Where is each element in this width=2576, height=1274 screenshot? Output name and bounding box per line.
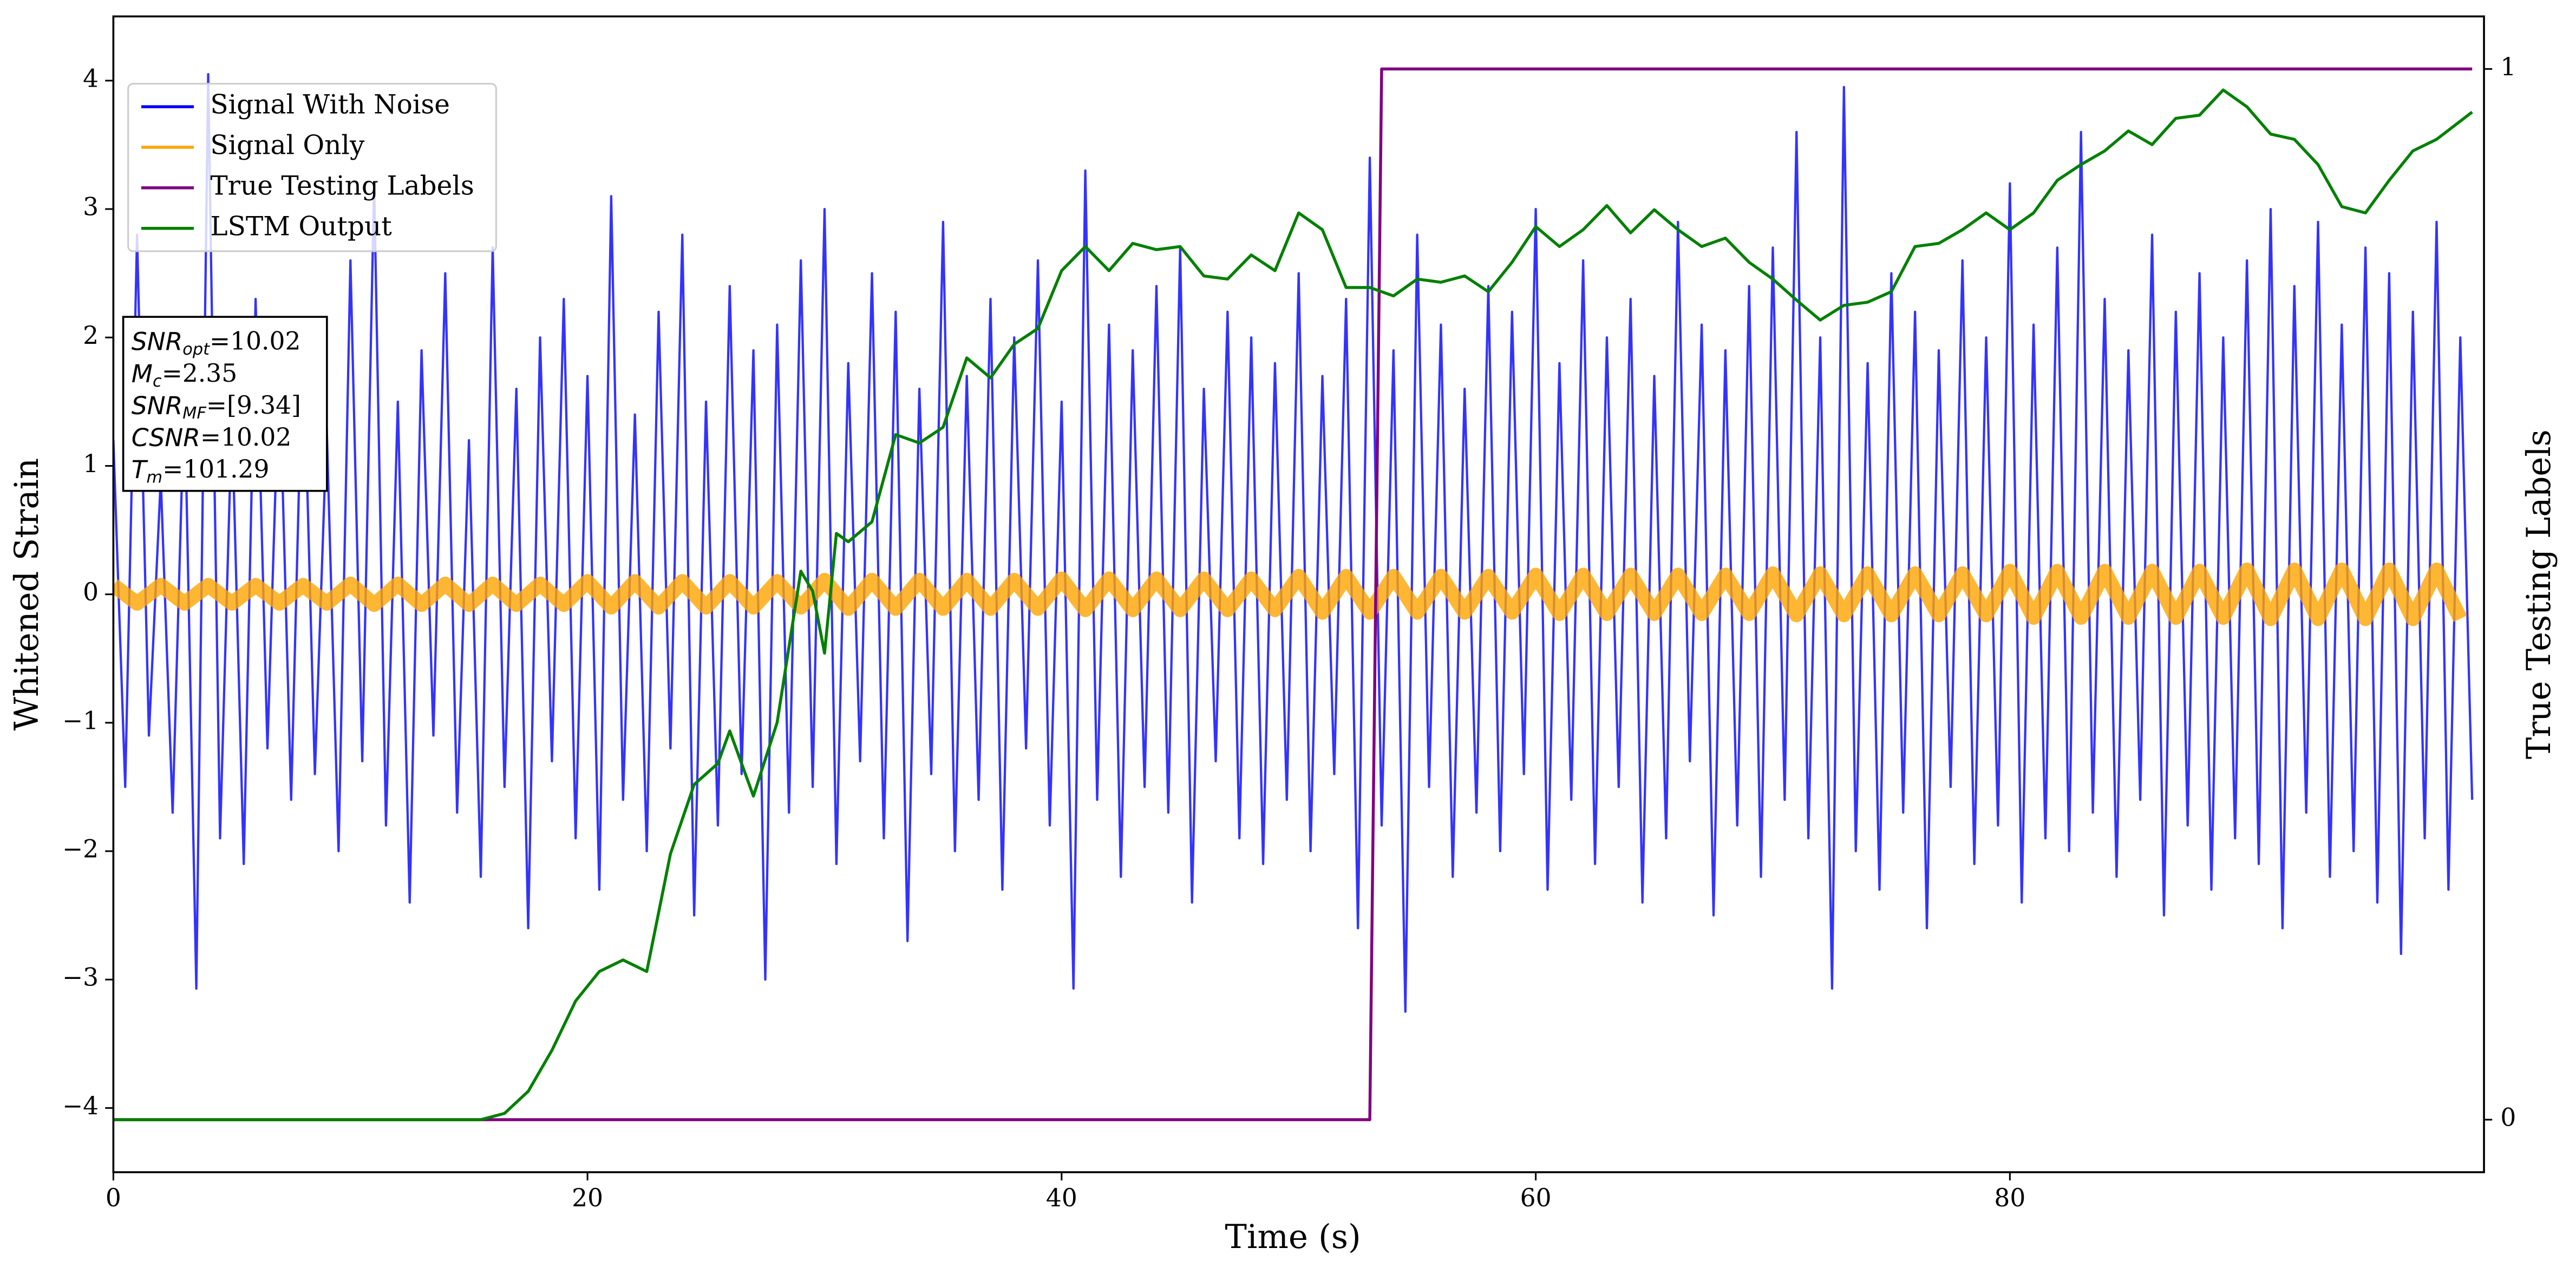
- x-tick-label: 0: [106, 1184, 121, 1212]
- legend-box: [127, 83, 497, 252]
- y-tick-label: 4: [83, 64, 99, 93]
- y-tick-label: −1: [62, 706, 99, 735]
- annotation-subscript: c: [153, 371, 162, 390]
- annotation-value: =101.29: [162, 455, 269, 484]
- annotation-text: SNRMF=[9.34]: [132, 391, 301, 423]
- x-tick-label: 80: [1994, 1184, 2025, 1212]
- y-tick-label: 1: [83, 449, 99, 478]
- annotation-value: =[9.34]: [206, 391, 301, 420]
- annotation-value: =10.02: [210, 326, 300, 355]
- y-axis-label: Whitened Strain: [8, 458, 46, 731]
- y2-tick-label: 0: [2500, 1103, 2516, 1132]
- annotation-text: Mc=2.35: [132, 358, 237, 390]
- y-tick-label: 2: [83, 321, 99, 350]
- y2-axis-label: True Testing Labels: [2520, 429, 2558, 759]
- x-tick-label: 60: [1520, 1184, 1552, 1212]
- y-tick-label: 3: [83, 193, 99, 221]
- y-tick-label: −4: [62, 1092, 99, 1120]
- series-line: [113, 562, 2467, 626]
- annotation-symbol: CSNR: [132, 423, 200, 452]
- annotation-box: SNRopt=10.02Mc=2.35SNRMF=[9.34]CSNR=10.0…: [122, 316, 328, 492]
- annotation-value: =2.35: [162, 358, 237, 387]
- annotation-subscript: opt: [182, 339, 210, 358]
- legend: Signal With Noise Signal Only True Testing…: [127, 83, 497, 252]
- annotation-symbol: SNR: [132, 391, 183, 420]
- annotation-frame: [122, 316, 328, 492]
- annotation-symbol: M: [132, 359, 153, 388]
- annotation-symbol: T: [132, 455, 148, 484]
- annotation-text: CSNR=10.02: [132, 423, 292, 452]
- annotation-text: SNRopt=10.02: [132, 326, 301, 358]
- legend-label: LSTM Output: [210, 211, 392, 241]
- annotation-text: Tm=101.29: [132, 455, 270, 487]
- series-line: [113, 73, 2474, 1013]
- y-tick-label: 0: [83, 578, 99, 606]
- y2-tick-label: 1: [2500, 53, 2516, 81]
- plot-area: [113, 67, 2474, 1121]
- legend-label: Signal With Noise: [210, 90, 450, 120]
- annotation-subscript: m: [147, 468, 163, 487]
- annotation-value: =10.02: [200, 423, 291, 452]
- x-axis-label: Time (s): [1225, 1218, 1361, 1256]
- series-line: [113, 88, 2473, 1121]
- series-line: [113, 67, 2473, 1121]
- x-tick-label: 40: [1046, 1184, 1077, 1212]
- annotation-subscript: MF: [182, 404, 206, 423]
- y-tick-label: −2: [62, 835, 99, 864]
- legend-label: True Testing Labels: [210, 171, 474, 201]
- annotation-symbol: SNR: [132, 327, 183, 356]
- y-tick-label: −3: [62, 963, 99, 992]
- legend-label: Signal Only: [210, 130, 365, 161]
- x-tick-label: 20: [572, 1184, 603, 1212]
